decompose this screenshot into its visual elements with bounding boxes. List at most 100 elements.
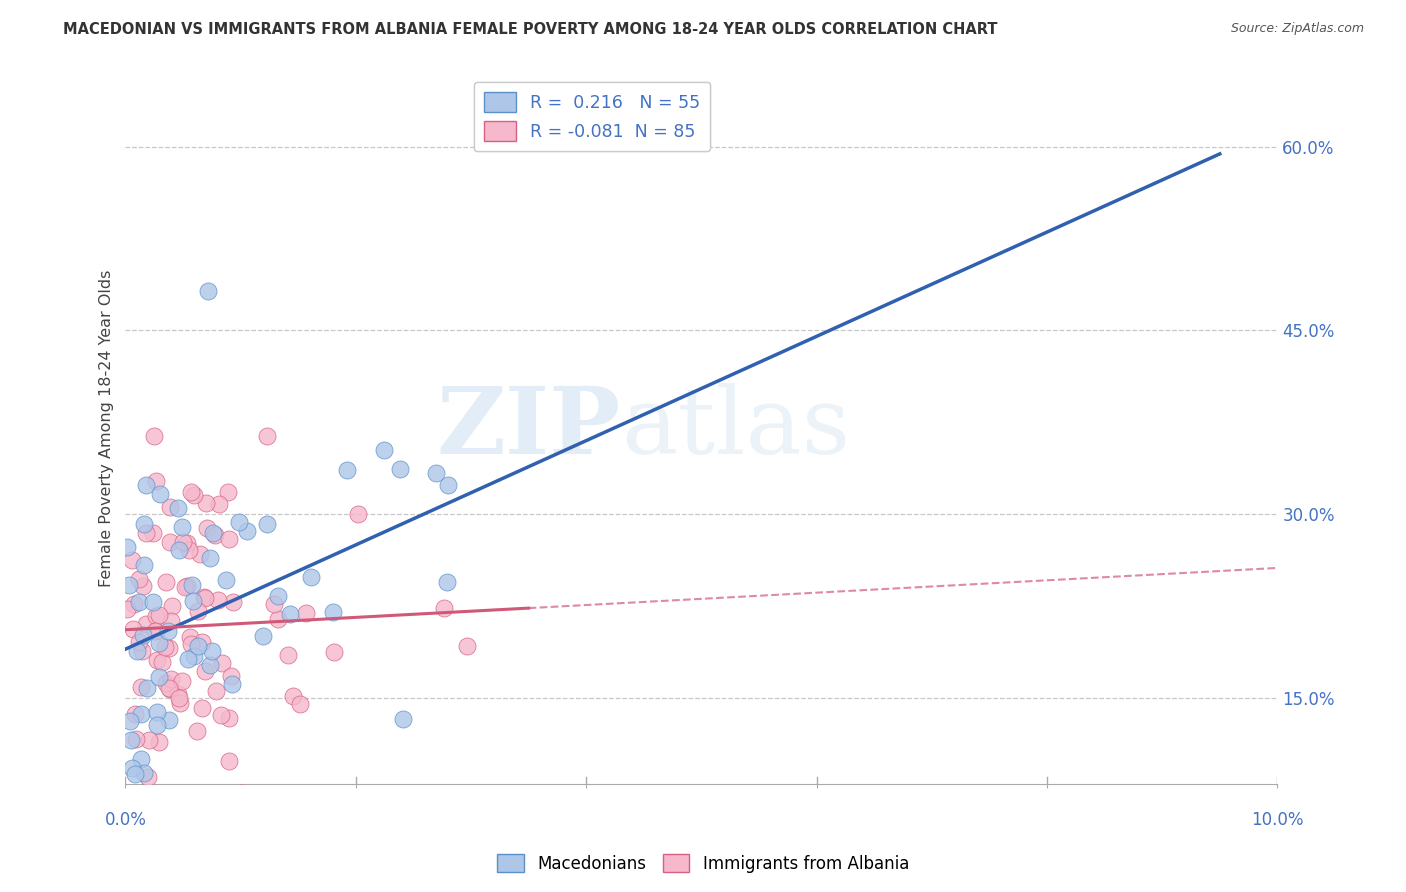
Point bbox=[437, 477, 460, 491]
Point bbox=[170, 520, 193, 534]
Point bbox=[283, 690, 305, 704]
Point bbox=[159, 681, 181, 696]
Point bbox=[217, 485, 239, 500]
Point bbox=[252, 629, 274, 643]
Point bbox=[194, 665, 217, 679]
Point bbox=[322, 605, 344, 619]
Point bbox=[222, 595, 245, 609]
Point bbox=[157, 713, 180, 727]
Point bbox=[167, 542, 190, 557]
Point bbox=[132, 766, 155, 780]
Text: MACEDONIAN VS IMMIGRANTS FROM ALBANIA FEMALE POVERTY AMONG 18-24 YEAR OLDS CORRE: MACEDONIAN VS IMMIGRANTS FROM ALBANIA FE… bbox=[63, 22, 998, 37]
Point bbox=[209, 708, 232, 723]
Point bbox=[425, 467, 447, 481]
Point bbox=[176, 536, 198, 550]
Point bbox=[263, 597, 285, 611]
Point bbox=[207, 497, 229, 511]
Legend: R =  0.216   N = 55, R = -0.081  N = 85: R = 0.216 N = 55, R = -0.081 N = 85 bbox=[474, 82, 710, 152]
Point bbox=[231, 786, 253, 800]
Point bbox=[132, 579, 155, 593]
Point bbox=[160, 614, 183, 628]
Point bbox=[201, 525, 224, 540]
Point bbox=[121, 553, 143, 567]
Point bbox=[146, 705, 169, 719]
Point bbox=[148, 735, 170, 749]
Y-axis label: Female Poverty Among 18-24 Year Olds: Female Poverty Among 18-24 Year Olds bbox=[100, 269, 114, 587]
Point bbox=[129, 680, 152, 694]
Point bbox=[167, 687, 190, 701]
Point bbox=[373, 443, 395, 458]
Point bbox=[205, 684, 228, 698]
Point bbox=[143, 624, 166, 638]
Point bbox=[209, 789, 232, 803]
Point bbox=[204, 528, 226, 542]
Point bbox=[218, 711, 240, 725]
Point bbox=[177, 652, 200, 666]
Point bbox=[138, 732, 160, 747]
Point bbox=[211, 657, 233, 671]
Point bbox=[179, 630, 201, 644]
Point bbox=[433, 601, 456, 615]
Point bbox=[142, 525, 165, 540]
Point bbox=[191, 635, 214, 649]
Point bbox=[190, 701, 212, 715]
Point bbox=[201, 644, 224, 658]
Point bbox=[124, 767, 146, 781]
Point bbox=[187, 639, 209, 653]
Point bbox=[336, 463, 359, 477]
Point bbox=[127, 644, 149, 658]
Point bbox=[167, 691, 190, 706]
Point bbox=[173, 580, 195, 594]
Point bbox=[214, 573, 236, 587]
Point bbox=[142, 595, 165, 609]
Point bbox=[170, 674, 193, 689]
Point bbox=[124, 707, 146, 722]
Point bbox=[131, 628, 153, 642]
Point bbox=[183, 488, 205, 502]
Point bbox=[115, 601, 138, 615]
Point bbox=[148, 607, 170, 622]
Text: ZIP: ZIP bbox=[436, 384, 621, 474]
Point bbox=[125, 731, 148, 746]
Point bbox=[193, 591, 215, 605]
Point bbox=[136, 681, 159, 695]
Point bbox=[131, 644, 153, 658]
Point bbox=[219, 669, 242, 683]
Point bbox=[181, 593, 204, 607]
Point bbox=[149, 487, 172, 501]
Point bbox=[129, 752, 152, 766]
Point bbox=[120, 733, 142, 747]
Point bbox=[128, 595, 150, 609]
Point bbox=[135, 526, 157, 541]
Point bbox=[135, 478, 157, 492]
Point bbox=[157, 681, 180, 696]
Point bbox=[267, 612, 290, 626]
Point bbox=[197, 284, 219, 298]
Point bbox=[187, 604, 209, 618]
Point bbox=[156, 624, 179, 638]
Text: Source: ZipAtlas.com: Source: ZipAtlas.com bbox=[1230, 22, 1364, 36]
Point bbox=[128, 572, 150, 586]
Point bbox=[347, 508, 370, 522]
Point bbox=[150, 656, 173, 670]
Point bbox=[256, 516, 278, 531]
Point bbox=[181, 578, 204, 592]
Point bbox=[256, 429, 278, 443]
Point bbox=[193, 590, 215, 604]
Point bbox=[180, 637, 202, 651]
Point bbox=[129, 707, 152, 722]
Point bbox=[157, 640, 180, 655]
Text: 10.0%: 10.0% bbox=[1251, 811, 1303, 829]
Point bbox=[134, 558, 156, 572]
Point bbox=[218, 532, 240, 546]
Point bbox=[288, 698, 311, 712]
Point bbox=[128, 635, 150, 649]
Point bbox=[136, 770, 159, 784]
Point bbox=[122, 622, 145, 636]
Point bbox=[145, 624, 167, 639]
Point bbox=[207, 592, 229, 607]
Point bbox=[299, 569, 322, 583]
Point bbox=[456, 639, 478, 653]
Point bbox=[198, 658, 221, 673]
Point bbox=[117, 541, 139, 555]
